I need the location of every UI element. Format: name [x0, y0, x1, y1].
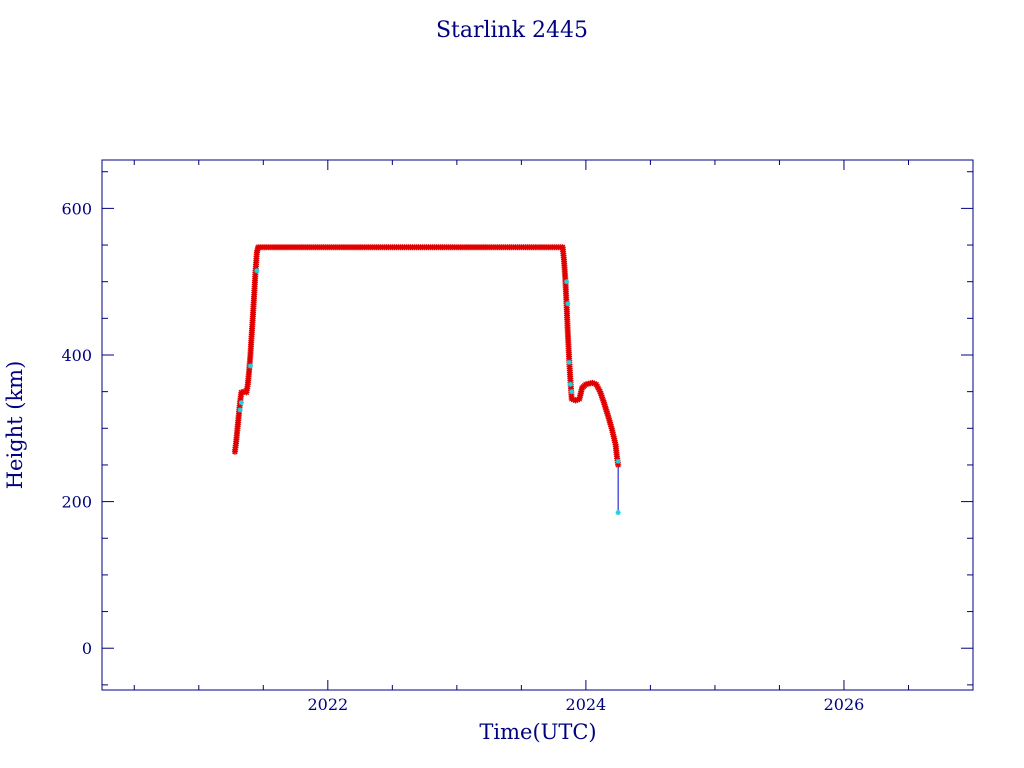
y-tick-label: 400: [61, 346, 92, 365]
chart-title: Starlink 2445: [436, 18, 588, 43]
x-tick-labels: 2022 2024 2026: [307, 695, 864, 714]
y-tick-label: 600: [61, 199, 92, 218]
data-point-cyan: [238, 407, 243, 412]
data-point-cyan: [568, 382, 573, 387]
y-tick-label: 0: [82, 639, 92, 658]
data-point-cyan: [254, 268, 259, 273]
data-point-cyan: [248, 363, 253, 368]
data-point-cyan: [616, 510, 621, 515]
data-point-cyan: [569, 389, 574, 394]
data-point-cyan: [567, 360, 572, 365]
plot-frame: [102, 160, 973, 690]
data-point-cyan: [239, 400, 244, 405]
data-point-cyan: [616, 459, 621, 464]
data-point-cyan: [565, 301, 570, 306]
y-axis-label: Height (km): [3, 361, 27, 490]
x-tick-label: 2022: [307, 695, 348, 714]
data-marks: [232, 244, 621, 515]
x-tick-label: 2024: [566, 695, 607, 714]
data-point-cyan: [564, 279, 569, 284]
x-tick-label: 2026: [824, 695, 865, 714]
axis-ticks: [102, 160, 973, 690]
y-tick-label: 200: [61, 493, 92, 512]
y-tick-labels: 0 200 400 600: [61, 199, 92, 658]
x-axis-label: Time(UTC): [479, 720, 596, 744]
